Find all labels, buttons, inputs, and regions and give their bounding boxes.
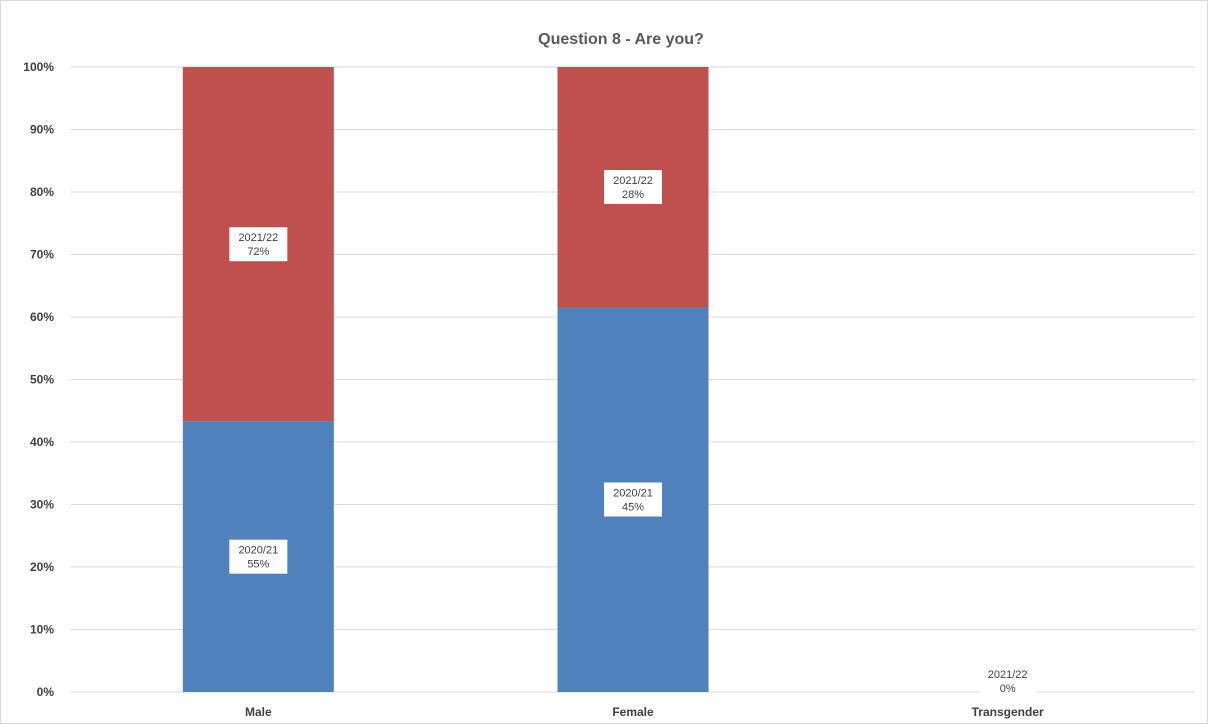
chart-title: Question 8 - Are you?: [538, 31, 704, 48]
data-label-series: 2020/21: [238, 545, 278, 557]
data-label-value: 45%: [622, 502, 644, 514]
data-label-value: 0%: [1000, 683, 1016, 695]
data-label: 2021/22 72%: [229, 227, 288, 262]
y-tick-label: 40%: [30, 435, 54, 449]
x-tick-label: Transgender: [972, 705, 1044, 719]
data-label: 2020/21 55%: [229, 539, 288, 574]
data-label-series: 2021/22: [988, 669, 1028, 681]
y-tick-label: 10%: [30, 623, 54, 637]
y-tick-label: 100%: [23, 60, 54, 74]
data-label-series: 2020/21: [613, 488, 653, 500]
data-label: 2021/22 0%: [978, 664, 1037, 698]
x-tick-label: Male: [245, 705, 272, 719]
data-label-box: [229, 227, 288, 262]
y-tick-label: 80%: [30, 185, 54, 199]
data-label-value: 28%: [622, 189, 644, 201]
data-label-box: [229, 539, 288, 574]
y-tick-label: 90%: [30, 123, 54, 137]
data-label: 2020/21 45%: [604, 482, 662, 517]
y-tick-label: 60%: [30, 310, 54, 324]
y-tick-label: 20%: [30, 560, 54, 574]
y-tick-label: 30%: [30, 498, 54, 512]
data-label: 2021/22 28%: [604, 170, 662, 204]
data-label-series: 2021/22: [613, 175, 653, 187]
axis-labels: 0% 10% 20% 30% 40% 50% 60% 70% 80% 90% 100% Male Fem…: [23, 60, 1044, 719]
data-label-box: [604, 482, 662, 517]
y-tick-label: 50%: [30, 373, 54, 387]
data-label-value: 55%: [247, 559, 269, 571]
y-tick-label: 0%: [37, 685, 55, 699]
data-label-value: 72%: [247, 246, 269, 258]
x-tick-label: Female: [612, 705, 654, 719]
y-tick-label: 70%: [30, 248, 54, 262]
data-label-series: 2021/22: [238, 232, 278, 244]
data-label-box: [604, 170, 662, 204]
data-label-box: [978, 664, 1037, 698]
data-labels: 2020/21 55% 2021/22 72% 2020/21 45% 2021/22 28%…: [229, 170, 1037, 698]
